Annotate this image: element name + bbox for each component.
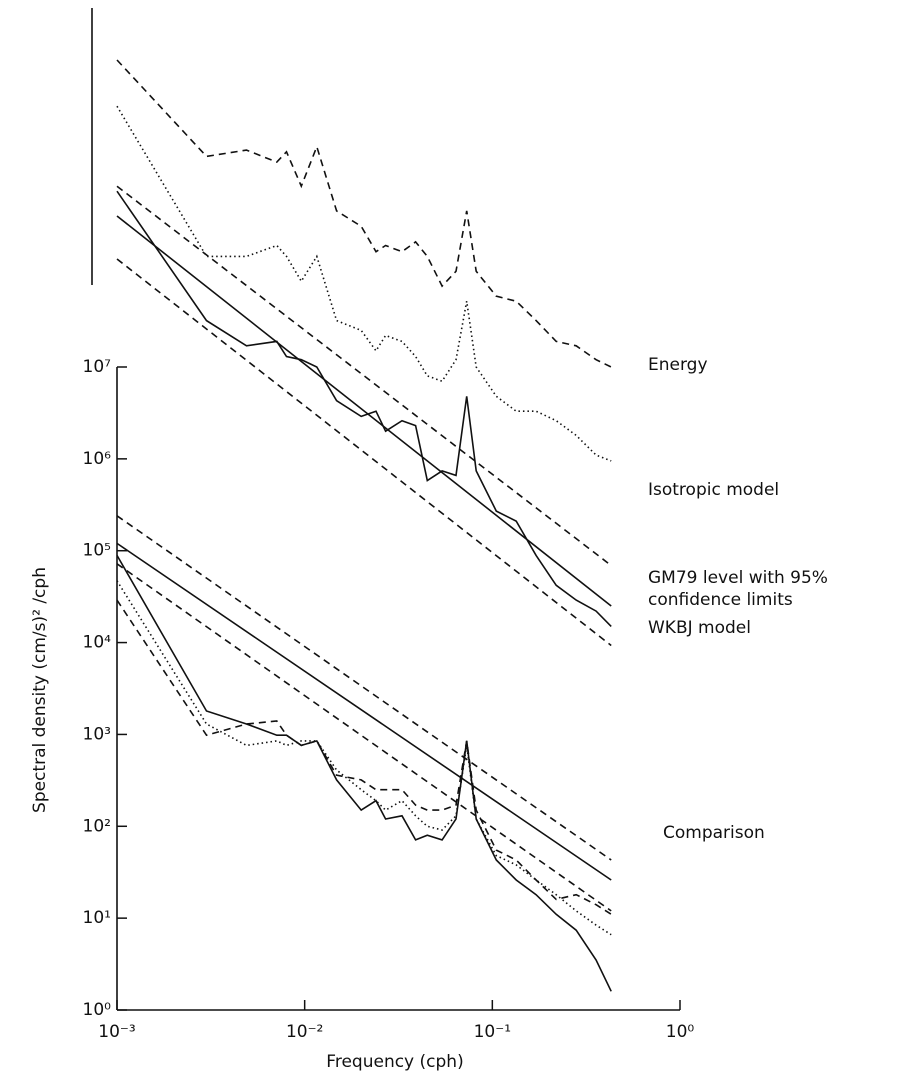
y-tick-label: 10⁷: [83, 357, 112, 377]
y-tick-label: 10⁶: [83, 449, 112, 469]
series-line: [116, 542, 612, 881]
y-tick-label: 10³: [83, 724, 111, 744]
series-line: [116, 258, 612, 647]
x-axis-label: Frequency (cph): [326, 1052, 463, 1072]
y-tick-label: 10¹: [83, 908, 111, 928]
series-line: [116, 599, 612, 915]
x-tick-label: 10⁻²: [286, 1022, 323, 1042]
x-tick-label: 10⁰: [666, 1022, 695, 1042]
series-line: [116, 555, 612, 992]
annotation: confidence limits: [648, 590, 793, 610]
series-line: [116, 515, 612, 861]
y-axis-label: Spectral density (cm/s)² /cph: [30, 567, 50, 813]
y-tick-label: 10²: [83, 816, 111, 836]
annotation: Comparison: [663, 823, 765, 843]
series-line: [116, 580, 612, 936]
y-tick-label: 10⁵: [83, 541, 111, 561]
annotation: GM79 level with 95%: [648, 568, 828, 588]
x-tick-label: 10⁻¹: [474, 1022, 511, 1042]
y-tick-label: 10⁴: [83, 633, 112, 653]
annotation: Energy: [648, 355, 708, 375]
y-tick-label: 10⁰: [83, 1000, 112, 1020]
series-line: [116, 563, 612, 912]
annotation: WKBJ model: [648, 618, 751, 638]
x-tick-label: 10⁻³: [98, 1022, 135, 1042]
series-line: [116, 59, 612, 368]
series-line: [116, 105, 612, 462]
annotation: Isotropic model: [648, 480, 779, 500]
series-line: [116, 215, 612, 607]
series-line: [116, 190, 612, 627]
series-line: [116, 185, 612, 567]
